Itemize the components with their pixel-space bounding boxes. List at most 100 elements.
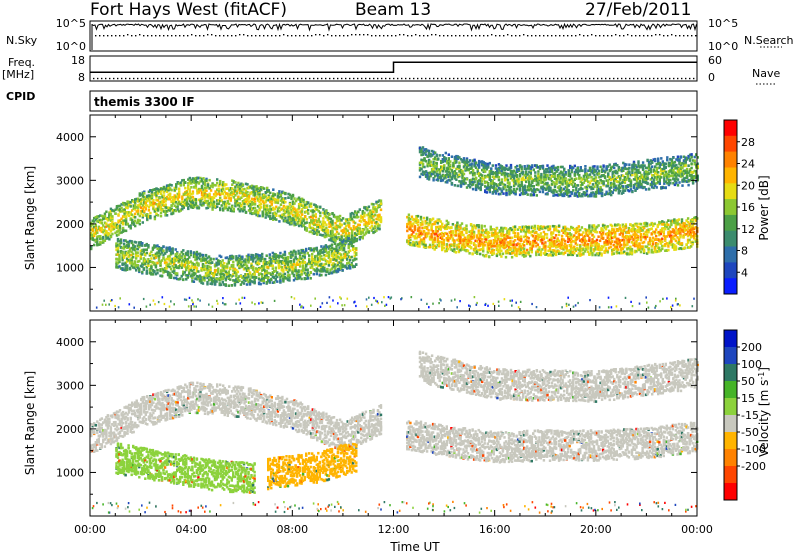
echo-cell bbox=[372, 230, 375, 234]
echo-cell bbox=[135, 241, 138, 244]
echo-cell bbox=[215, 273, 218, 276]
echo-cell bbox=[328, 222, 331, 225]
echo-cell bbox=[194, 186, 198, 190]
echo-cell bbox=[223, 190, 226, 193]
echo-cell bbox=[335, 227, 339, 230]
echo-cell bbox=[267, 276, 270, 280]
nsearch-dot bbox=[479, 35, 481, 37]
echo-cell bbox=[190, 196, 193, 199]
echo-cell bbox=[447, 221, 450, 225]
echo-cell bbox=[206, 280, 209, 284]
echo-cell bbox=[183, 258, 186, 261]
echo-cell bbox=[209, 184, 213, 188]
nave-dot bbox=[121, 77, 123, 80]
echo-cell bbox=[416, 214, 420, 218]
echo-cell bbox=[231, 205, 234, 209]
nsearch-dot bbox=[535, 35, 537, 37]
echo-cell bbox=[139, 243, 142, 247]
echo-cell bbox=[126, 203, 129, 206]
echo-cell bbox=[206, 206, 210, 210]
echo-cell bbox=[206, 183, 210, 186]
echo-cell bbox=[200, 191, 204, 194]
nsearch-dot bbox=[279, 35, 281, 37]
echo-cell bbox=[284, 192, 287, 195]
echo-cell bbox=[539, 232, 543, 235]
echo-cell bbox=[338, 218, 342, 221]
echo-cell bbox=[229, 207, 232, 211]
echo-cell bbox=[159, 187, 163, 191]
echo-cell bbox=[311, 226, 314, 230]
echo-cell bbox=[469, 223, 473, 226]
nsearch-dot bbox=[415, 34, 417, 36]
nave-dot bbox=[341, 77, 343, 80]
echo-cell bbox=[141, 221, 144, 224]
echo-cell bbox=[148, 252, 152, 256]
echo-cell bbox=[164, 203, 167, 206]
echo-cell bbox=[225, 202, 228, 206]
echo-cell bbox=[325, 211, 328, 215]
echo-cell bbox=[213, 278, 217, 282]
echo-cell bbox=[170, 184, 173, 187]
echo-cell bbox=[102, 229, 105, 232]
echo-cell bbox=[357, 232, 360, 236]
echo-cell bbox=[410, 215, 414, 219]
echo-cell bbox=[367, 205, 371, 209]
nave-dot bbox=[337, 77, 339, 80]
echo-cell bbox=[130, 241, 133, 245]
echo-cell bbox=[466, 249, 470, 253]
echo-cell bbox=[126, 206, 129, 210]
nave-dot bbox=[237, 77, 239, 80]
nsearch-dot bbox=[555, 35, 557, 37]
echo-cell bbox=[346, 218, 349, 222]
echo-cell bbox=[282, 219, 286, 222]
echo-cell bbox=[118, 207, 122, 211]
echo-cell bbox=[194, 203, 198, 206]
echo-cell bbox=[250, 191, 254, 194]
echo-cell bbox=[185, 202, 188, 206]
echo-cell bbox=[153, 188, 157, 191]
echo-cell bbox=[316, 225, 319, 229]
nsearch-dot bbox=[335, 35, 337, 37]
echo-cell bbox=[267, 199, 270, 202]
echo-cell bbox=[146, 215, 149, 218]
echo-cell bbox=[125, 252, 129, 255]
echo-cell bbox=[275, 214, 278, 217]
echo-cell bbox=[211, 208, 214, 211]
echo-cell bbox=[206, 194, 210, 198]
echo-cell bbox=[316, 223, 319, 226]
echo-cell bbox=[310, 215, 313, 219]
echo-cell bbox=[241, 264, 244, 268]
echo-cell bbox=[322, 208, 325, 211]
echo-cell bbox=[294, 266, 297, 269]
echo-cell bbox=[244, 211, 248, 214]
echo-cell bbox=[376, 226, 380, 230]
echo-cell bbox=[204, 267, 208, 271]
echo-cell bbox=[241, 276, 244, 280]
echo-cell bbox=[208, 187, 211, 190]
echo-cell bbox=[249, 199, 252, 203]
echo-cell bbox=[206, 202, 210, 206]
echo-cell bbox=[238, 254, 241, 258]
echo-cell bbox=[231, 209, 234, 213]
nsearch-dot bbox=[495, 35, 497, 37]
echo-cell bbox=[530, 250, 533, 254]
echo-cell bbox=[227, 258, 230, 261]
echo-cell bbox=[170, 204, 173, 207]
echo-cell bbox=[164, 211, 167, 214]
echo-cell bbox=[284, 197, 287, 200]
echo-cell bbox=[178, 190, 181, 193]
echo-cell bbox=[250, 201, 254, 204]
echo-cell bbox=[310, 230, 313, 233]
echo-cell bbox=[501, 252, 505, 256]
nave-dot bbox=[357, 77, 359, 80]
echo-cell bbox=[340, 219, 343, 222]
echo-cell bbox=[127, 203, 131, 207]
echo-cell bbox=[358, 219, 361, 223]
nsearch-dot bbox=[635, 35, 637, 37]
nave-dot bbox=[521, 77, 523, 80]
echo-cell bbox=[212, 193, 216, 196]
nave-dot bbox=[601, 77, 603, 80]
echo-cell bbox=[237, 202, 240, 205]
echo-cell bbox=[260, 198, 263, 202]
echo-cell bbox=[180, 274, 183, 278]
